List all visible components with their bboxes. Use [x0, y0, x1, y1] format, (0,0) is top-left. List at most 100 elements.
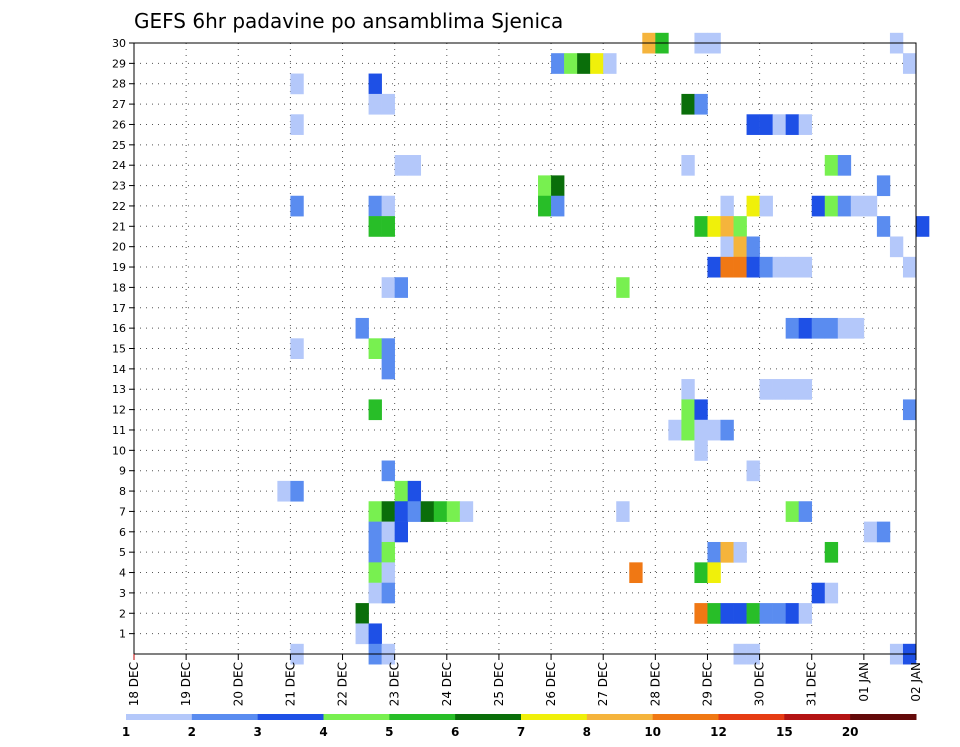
- y-tick-label: 9: [119, 465, 126, 478]
- heatmap-cell: [733, 256, 747, 278]
- colorbar-label: 3: [253, 725, 261, 739]
- x-tick-label: 02 JAN: [909, 662, 923, 702]
- colorbar-swatch: [784, 714, 851, 720]
- heatmap-cell: [759, 114, 773, 135]
- x-tick-label: 26 DEC: [544, 662, 558, 706]
- heatmap-cell: [811, 582, 826, 604]
- y-tick-label: 30: [112, 37, 126, 50]
- colorbar-label: 10: [644, 725, 661, 739]
- heatmap-cell: [889, 236, 904, 258]
- x-axis-ticks: 18 DEC 19 DEC 20 DEC 21 DEC 22 DEC 23 DEC 24 D…: [127, 654, 923, 706]
- heatmap-cell: [603, 53, 617, 74]
- y-tick-label: 18: [112, 281, 126, 294]
- heatmap-cell: [420, 501, 435, 522]
- heatmap-cell: [746, 460, 760, 482]
- x-tick-label: 27 DEC: [596, 662, 610, 706]
- heatmap-cell: [368, 338, 382, 359]
- y-tick-label: 24: [112, 159, 126, 172]
- heatmap-cell: [668, 419, 682, 441]
- y-tick-label: 8: [119, 485, 126, 498]
- heatmap-cell: [876, 175, 891, 197]
- heatmap-cell: [290, 338, 304, 359]
- heatmap-cell: [720, 541, 734, 563]
- heatmap-cell: [394, 501, 408, 522]
- heatmap-cell: [707, 562, 721, 584]
- colorbar-label: 1: [122, 725, 130, 739]
- heatmap-cell: [368, 562, 382, 584]
- y-tick-label: 4: [119, 567, 126, 580]
- heatmap-cell: [759, 256, 773, 278]
- heatmap-cell: [759, 195, 773, 217]
- heatmap-cell: [381, 541, 395, 563]
- heatmap-cell: [850, 317, 865, 339]
- heatmap-cell: [902, 53, 917, 74]
- colorbar-label: 7: [517, 725, 525, 739]
- heatmap-cell: [707, 603, 721, 624]
- heatmap-cell: [368, 93, 382, 115]
- heatmap-cell: [746, 195, 760, 217]
- heatmap-cell: [681, 93, 695, 115]
- y-tick-label: 12: [112, 404, 126, 417]
- heatmap-cell: [381, 338, 395, 359]
- heatmap-cell: [902, 256, 917, 278]
- colorbar-label: 8: [583, 725, 591, 739]
- colorbar-swatch: [389, 714, 456, 720]
- y-tick-label: 19: [112, 261, 126, 274]
- y-tick-label: 23: [112, 180, 126, 193]
- colorbar-label: 15: [776, 725, 793, 739]
- x-tick-label: 01 JAN: [857, 662, 871, 702]
- heatmap-cell: [720, 419, 734, 441]
- colorbar-swatch: [126, 714, 193, 720]
- heatmap-cell: [694, 603, 708, 624]
- heatmap-cell: [368, 623, 382, 645]
- heatmap-cell: [381, 277, 395, 298]
- x-tick-label: 28 DEC: [648, 662, 662, 706]
- heatmap-cell: [876, 216, 891, 237]
- heatmap-cell: [720, 216, 734, 237]
- heatmap-cell: [694, 419, 708, 441]
- y-tick-label: 3: [119, 587, 126, 600]
- y-tick-label: 20: [112, 241, 126, 254]
- y-tick-label: 26: [112, 118, 126, 131]
- heatmap-cell: [733, 236, 747, 258]
- y-tick-label: 15: [112, 343, 126, 356]
- colorbar: 1 2 3 4 5 6 7 8 10 12 15 20: [122, 714, 917, 739]
- heatmap-cell: [368, 541, 382, 563]
- heatmap-cell: [564, 53, 578, 74]
- heatmap-cell: [798, 317, 813, 339]
- heatmap-cell: [824, 195, 839, 217]
- colorbar-swatch: [850, 714, 917, 720]
- heatmap-cell: [824, 541, 839, 563]
- y-tick-label: 13: [112, 383, 126, 396]
- heatmap-cell: [381, 358, 395, 380]
- heatmap-cell: [863, 195, 878, 217]
- heatmap-cell: [759, 379, 773, 400]
- y-axis-ticks: 1234567891011121314151617181920212223242…: [112, 37, 134, 641]
- colorbar-label: 4: [319, 725, 327, 739]
- heatmap-cell: [368, 501, 382, 522]
- heatmap-cell: [694, 399, 708, 421]
- heatmap-cell: [290, 480, 304, 502]
- x-tick-label: 19 DEC: [179, 662, 193, 706]
- heatmap-cell: [368, 73, 382, 95]
- colorbar-label: 2: [188, 725, 196, 739]
- y-tick-label: 16: [112, 322, 126, 335]
- heatmap-cell: [446, 501, 461, 522]
- y-tick-label: 7: [119, 505, 126, 518]
- heatmap-cell: [824, 155, 839, 176]
- heatmap-cell: [394, 480, 408, 502]
- heatmap-cell: [707, 256, 721, 278]
- y-tick-label: 17: [112, 302, 126, 315]
- heatmap-cell: [381, 216, 395, 237]
- heatmap-cell: [798, 603, 813, 624]
- heatmap-cell: [850, 195, 865, 217]
- heatmap-cell: [720, 603, 734, 624]
- x-tick-label: 25 DEC: [492, 662, 506, 706]
- colorbar-label: 6: [451, 725, 459, 739]
- y-tick-label: 29: [112, 57, 126, 70]
- heatmap-cell: [394, 277, 408, 298]
- heatmap-cell: [538, 175, 552, 197]
- colorbar-label: 12: [710, 725, 727, 739]
- heatmap-cell: [290, 195, 304, 217]
- heatmap-cell: [368, 582, 382, 604]
